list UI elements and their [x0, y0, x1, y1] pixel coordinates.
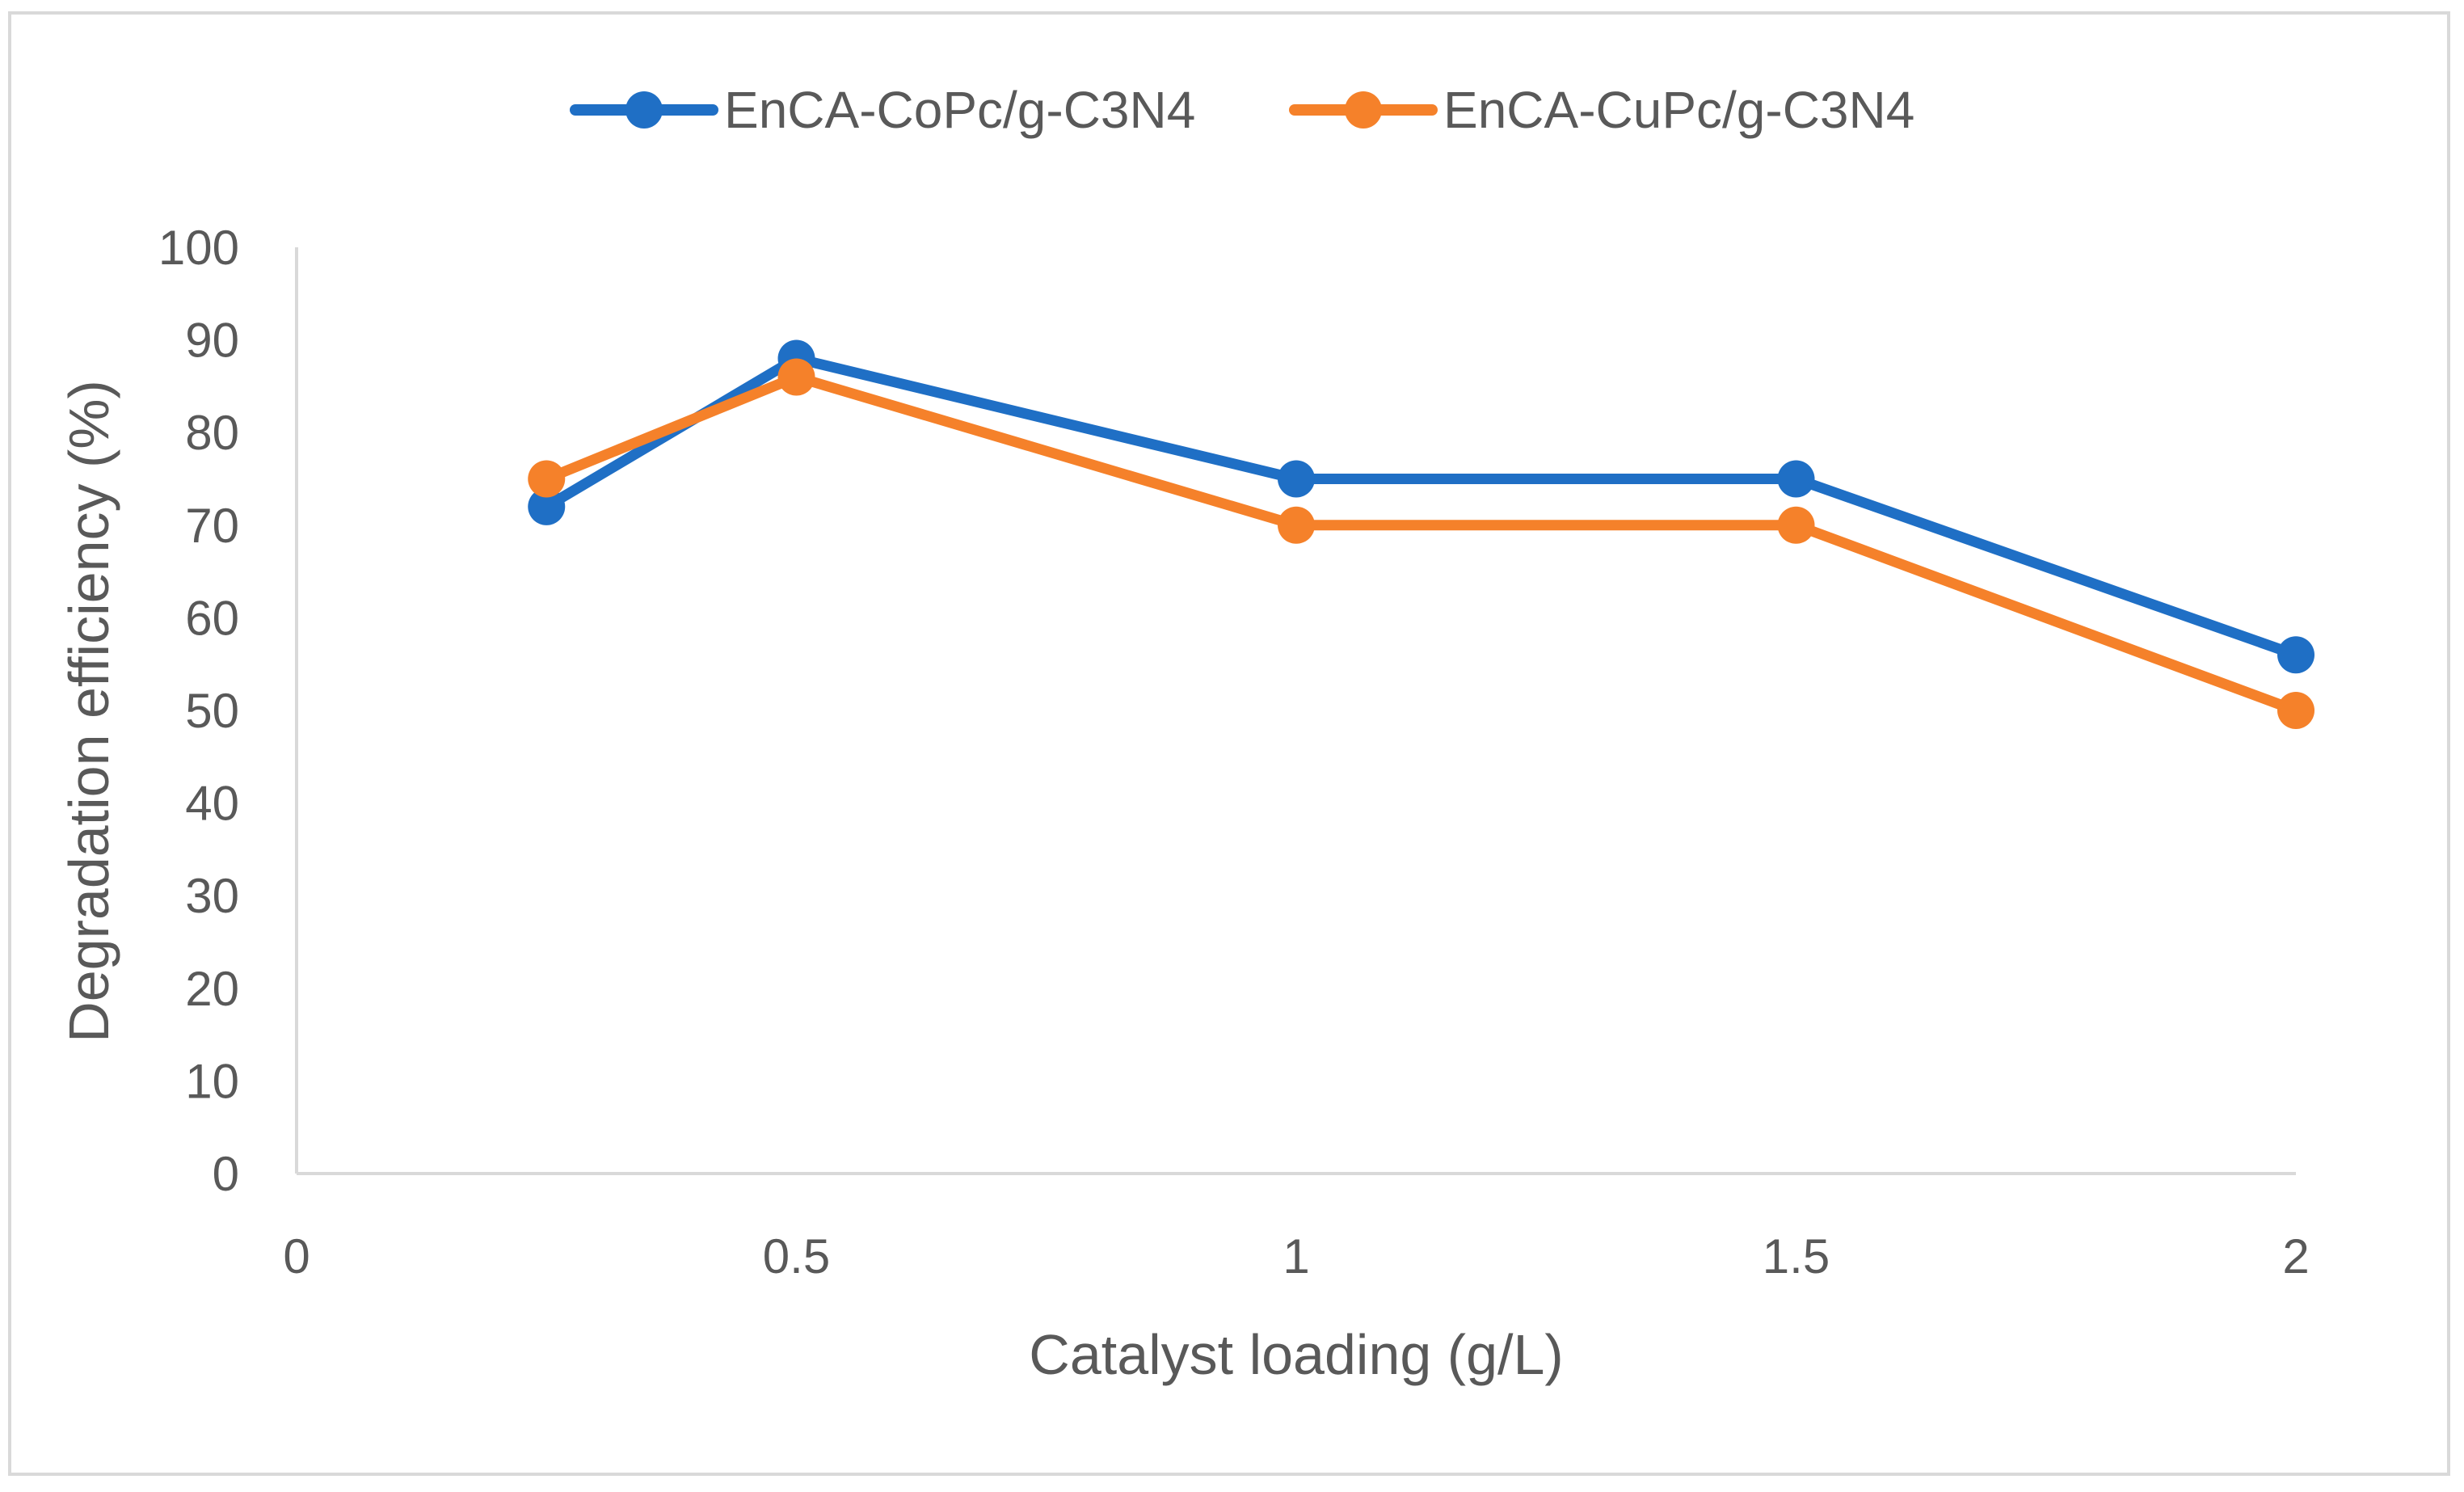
- legend: EnCA-CoPc/g-C3N4 EnCA-CuPc/g-C3N4: [570, 81, 1914, 139]
- chart-frame: [8, 11, 2450, 1476]
- legend-entry-1[interactable]: EnCA-CuPc/g-C3N4: [1289, 81, 1914, 139]
- data-point[interactable]: [1278, 506, 1315, 544]
- y-tick-label: 60: [185, 591, 239, 645]
- y-tick-label: 30: [185, 869, 239, 923]
- y-tick-label: 100: [158, 221, 239, 275]
- data-point[interactable]: [2277, 636, 2314, 674]
- legend-entry-0[interactable]: EnCA-CoPc/g-C3N4: [570, 81, 1195, 139]
- y-tick-label: 80: [185, 406, 239, 460]
- y-tick-labels: 0 10 20 30 40 50 60 70 80 90 100: [158, 221, 239, 1201]
- series-1: [528, 358, 2314, 729]
- x-tick-label: 1: [1283, 1229, 1309, 1283]
- y-tick-label: 50: [185, 684, 239, 738]
- series-line: [541, 371, 2302, 716]
- y-tick-label: 90: [185, 314, 239, 368]
- legend-swatch-marker: [625, 91, 663, 129]
- data-point[interactable]: [1278, 460, 1315, 498]
- x-axis-title: Catalyst loading (g/L): [1029, 1323, 1563, 1386]
- y-tick-label: 10: [185, 1054, 239, 1108]
- x-tick-labels: 0 0.5 1 1.5 2: [283, 1229, 2309, 1283]
- y-tick-label: 70: [185, 499, 239, 553]
- x-tick-label: 0.5: [763, 1229, 830, 1283]
- x-tick-label: 1.5: [1763, 1229, 1830, 1283]
- data-point[interactable]: [1777, 460, 1815, 498]
- legend-swatch-marker: [1345, 91, 1382, 129]
- data-point[interactable]: [528, 460, 566, 498]
- y-axis-title: Degradation efficiency (%): [57, 380, 120, 1043]
- y-tick-label: 40: [185, 777, 239, 831]
- legend-label: EnCA-CoPc/g-C3N4: [724, 81, 1195, 139]
- series-layer: [528, 339, 2314, 729]
- data-point[interactable]: [1777, 506, 1815, 544]
- axes: [295, 247, 2296, 1175]
- x-tick-label: 0: [283, 1229, 310, 1283]
- legend-label: EnCA-CuPc/g-C3N4: [1443, 81, 1914, 139]
- data-point[interactable]: [777, 358, 815, 396]
- data-point[interactable]: [2277, 692, 2314, 729]
- x-tick-label: 2: [2282, 1229, 2309, 1283]
- data-point[interactable]: [528, 487, 566, 525]
- y-tick-label: 0: [213, 1147, 239, 1201]
- y-tick-label: 20: [185, 962, 239, 1016]
